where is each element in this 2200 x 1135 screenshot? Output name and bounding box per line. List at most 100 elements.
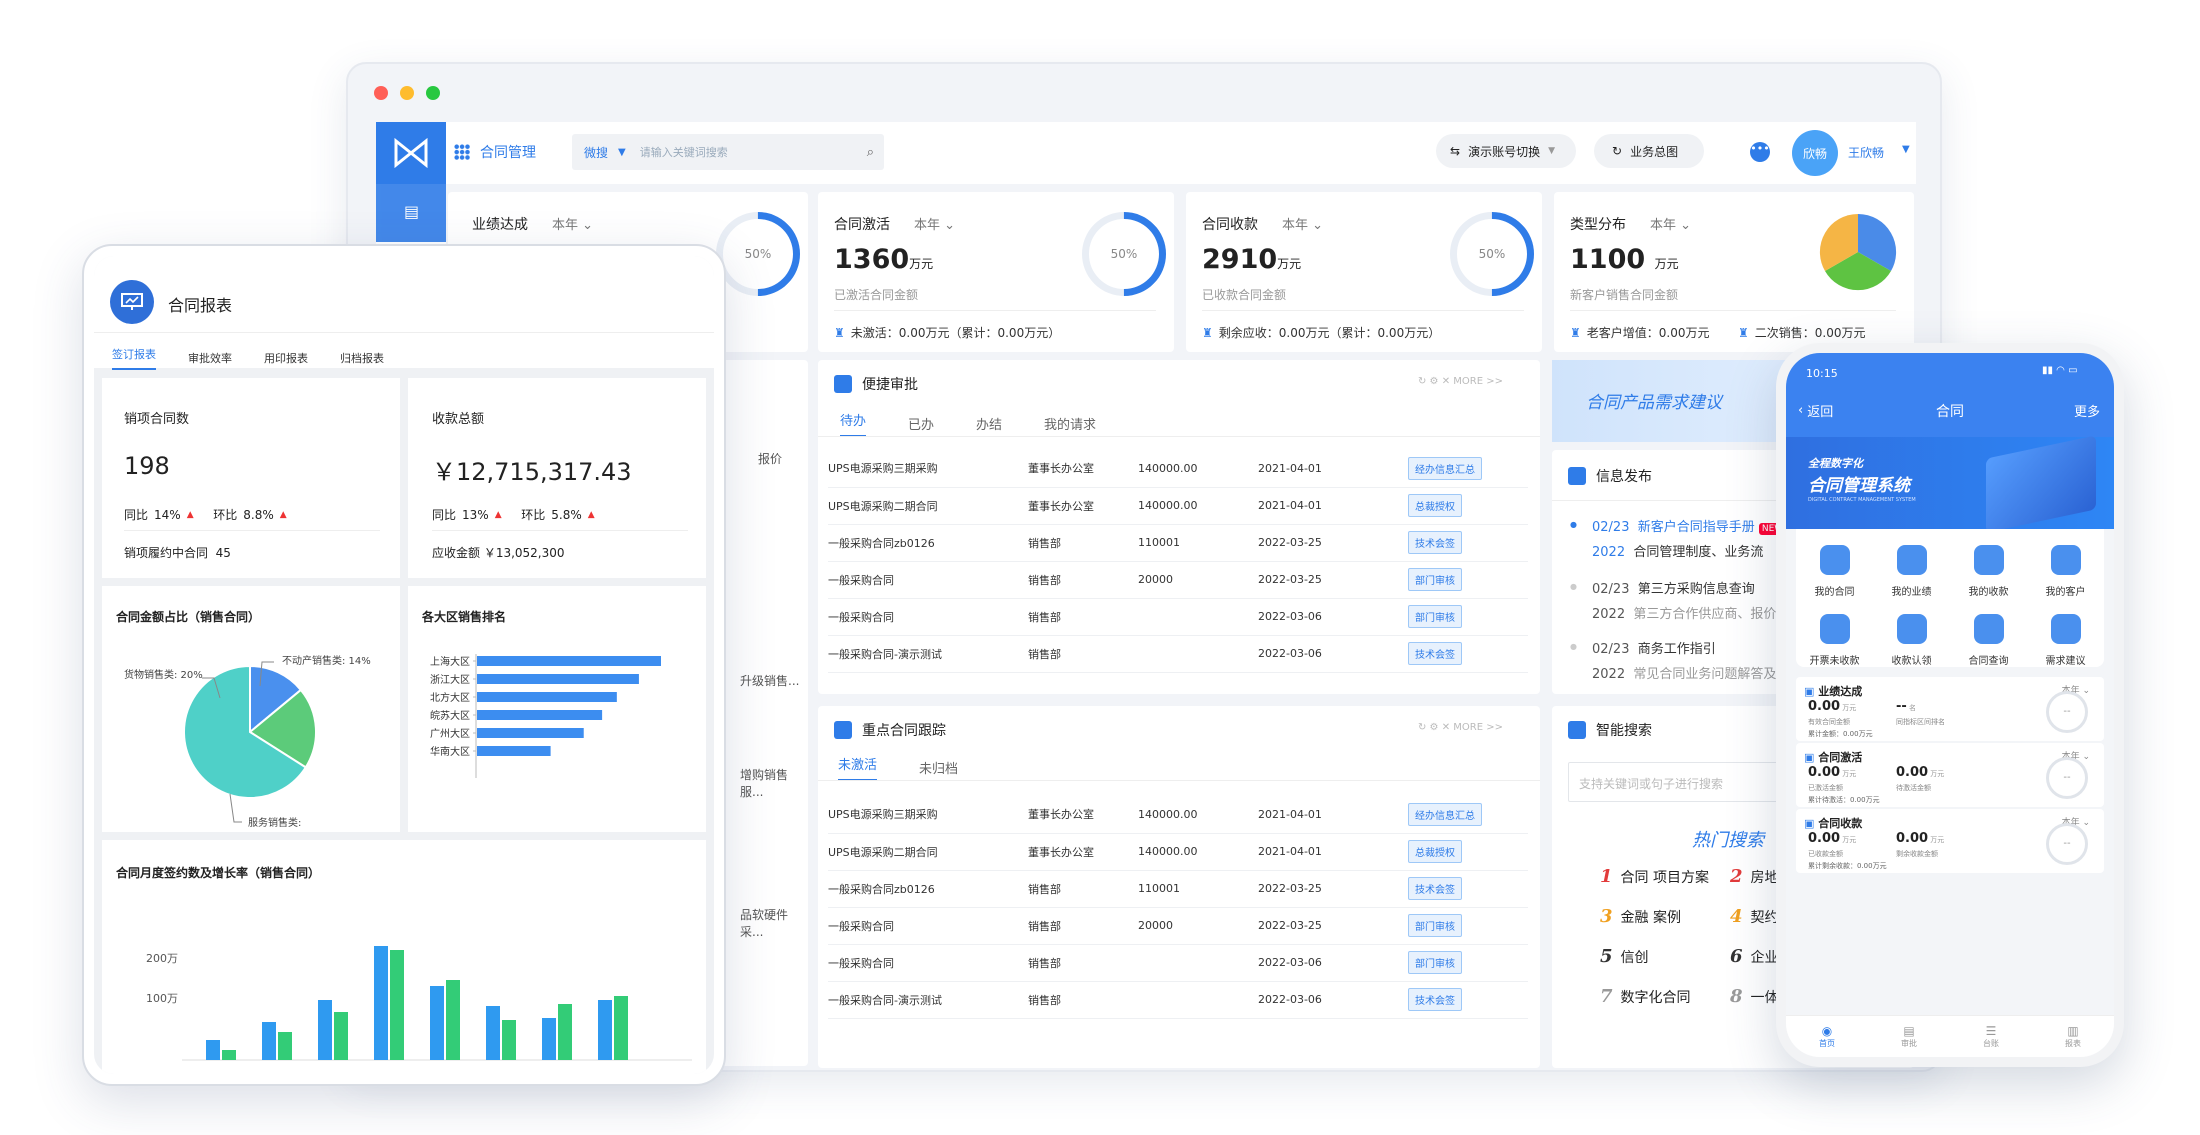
- tab-efficiency[interactable]: 审批效率: [188, 352, 232, 365]
- shortcut-item[interactable]: 开票未收款: [1796, 614, 1873, 667]
- period-select[interactable]: 本年 ⌄: [1650, 218, 1692, 233]
- kpi-subtitle: 已收款合同金额: [1202, 288, 1287, 302]
- close-dot[interactable]: [374, 86, 388, 100]
- tick-label: 100万: [146, 992, 178, 1005]
- status-tag[interactable]: 部门审核: [1408, 605, 1462, 628]
- table-row[interactable]: 一般采购合同-演示测试 销售部 2022-03-06 技术会签: [828, 635, 1528, 673]
- hot-search-item[interactable]: 3 金融 案例: [1600, 906, 1681, 927]
- list-item: 品软硬件采...: [740, 908, 789, 939]
- nav-item[interactable]: ▤ 审批: [1901, 1024, 1917, 1048]
- search-bar[interactable]: 微搜 ▼ 请输入关键词搜索 ⌕: [572, 134, 884, 170]
- tablet-screen: 合同报表 签订报表 审批效率 用印报表 归档报表 销项合同数 198 同比 14%…: [94, 256, 714, 1074]
- hot-search-item[interactable]: 7 数字化合同: [1600, 986, 1691, 1007]
- table-cell: 经办信息汇总: [1408, 796, 1528, 834]
- news-item[interactable]: ● 02/23 商务工作指引 2022 常见合同业务问题解答及: [1570, 642, 1777, 682]
- table-cell: 董事长办公室: [1028, 833, 1138, 871]
- status-tag[interactable]: 技术会签: [1408, 642, 1462, 665]
- status-tag[interactable]: 总裁授权: [1408, 840, 1462, 863]
- avatar[interactable]: 欣畅: [1792, 130, 1838, 176]
- search-input[interactable]: 请输入关键词搜索: [639, 146, 728, 159]
- nav-item[interactable]: ◉ 首页: [1819, 1024, 1835, 1048]
- status-tag[interactable]: 经办信息汇总: [1408, 802, 1482, 826]
- status-tag[interactable]: 技术会签: [1408, 988, 1462, 1011]
- hot-search-item[interactable]: 6 企业: [1730, 946, 1779, 967]
- period-select[interactable]: 本年 ⌄: [2061, 818, 2090, 828]
- shortcut-item[interactable]: 收款认领: [1873, 614, 1950, 667]
- tab-archive[interactable]: 归档报表: [340, 352, 384, 365]
- app-menu[interactable]: 合同管理: [454, 142, 536, 162]
- nav-icon: ◉: [1821, 1024, 1833, 1038]
- status-tag[interactable]: 总裁授权: [1408, 494, 1462, 517]
- table-row[interactable]: UPS电源采购三期采购 董事长办公室 140000.00 2021-04-01 经办信息…: [828, 796, 1528, 834]
- pie-label: 服务销售类:: [248, 816, 301, 829]
- hot-search-item[interactable]: 1 合同 项目方案: [1600, 866, 1709, 887]
- user-name[interactable]: 王欣畅: [1848, 146, 1885, 160]
- search-scope[interactable]: 微搜: [584, 145, 609, 160]
- search-icon[interactable]: ⌕: [866, 144, 874, 160]
- hot-search-item[interactable]: 2 房地: [1730, 866, 1779, 887]
- tab-not-activated[interactable]: 未激活: [838, 754, 878, 781]
- more-icon[interactable]: •••: [1750, 142, 1770, 162]
- status-tag[interactable]: 部门审核: [1408, 568, 1462, 591]
- status-tag[interactable]: 技术会签: [1408, 531, 1462, 554]
- period-select[interactable]: 本年 ⌄: [552, 218, 594, 233]
- table-row[interactable]: 一般采购合同zb0126 销售部 110001 2022-03-25 技术会签: [828, 524, 1528, 562]
- back-button[interactable]: ‹ 返回: [1798, 403, 1834, 420]
- bar: [486, 1006, 500, 1060]
- status-tag[interactable]: 部门审核: [1408, 951, 1462, 974]
- table-cell: 董事长办公室: [1028, 487, 1138, 525]
- table-row[interactable]: 一般采购合同 销售部 20000 2022-03-25 部门审核: [828, 907, 1528, 945]
- table-row[interactable]: UPS电源采购三期采购 董事长办公室 140000.00 2021-04-01 经办信息…: [828, 450, 1528, 488]
- status-tag[interactable]: 部门审核: [1408, 914, 1462, 937]
- status-tag[interactable]: 技术会签: [1408, 877, 1462, 900]
- hot-search-item[interactable]: 8 一体: [1730, 986, 1779, 1007]
- card-footer: 销项履约中合同 45: [124, 546, 231, 560]
- tab-my-requests[interactable]: 我的请求: [1044, 418, 1097, 433]
- period-select[interactable]: 本年 ⌄: [2061, 686, 2090, 696]
- table-row[interactable]: UPS电源采购二期合同 董事长办公室 140000.00 2021-04-01 总裁授权: [828, 487, 1528, 525]
- table-row[interactable]: 一般采购合同 销售部 2022-03-06 部门审核: [828, 944, 1528, 982]
- shortcut-item[interactable]: 合同查询: [1950, 614, 2027, 667]
- table-row[interactable]: 一般采购合同-演示测试 销售部 2022-03-06 技术会签: [828, 981, 1528, 1019]
- shortcut-item[interactable]: 我的业绩: [1873, 545, 1950, 598]
- nav-item[interactable]: ▥ 报表: [2065, 1024, 2081, 1048]
- maximize-dot[interactable]: [426, 86, 440, 100]
- news-item[interactable]: ● 02/23 第三方采购信息查询 2022 第三方合作供应商、报价: [1570, 582, 1777, 622]
- shortcut-item[interactable]: 我的客户: [2027, 545, 2104, 598]
- table-cell: UPS电源采购三期采购: [828, 450, 1028, 488]
- table-row[interactable]: 一般采购合同 销售部 20000 2022-03-25 部门审核: [828, 561, 1528, 599]
- table-cell: 2021-04-01: [1258, 833, 1408, 871]
- shortcut-item[interactable]: 我的收款: [1950, 545, 2027, 598]
- shortcut-icon: [1819, 545, 1850, 575]
- shortcut-item[interactable]: 需求建议: [2027, 614, 2104, 667]
- tab-seal[interactable]: 用印报表: [264, 352, 308, 365]
- tab-closed[interactable]: 办结: [976, 418, 1003, 433]
- hot-search-item[interactable]: 4 契约: [1730, 906, 1779, 927]
- more-button[interactable]: 更多: [2074, 405, 2101, 420]
- overview-button[interactable]: ↻ 业务总图: [1594, 134, 1704, 168]
- tab-not-archived[interactable]: 未归档: [919, 762, 959, 777]
- table-row[interactable]: 一般采购合同zb0126 销售部 110001 2022-03-25 技术会签: [828, 870, 1528, 908]
- card-tools[interactable]: ↻ ⚙ ✕ MORE >>: [1418, 722, 1503, 733]
- shortcut-item[interactable]: 我的合同: [1796, 545, 1873, 598]
- news-item[interactable]: ● 02/23 新客户合同指导手册 NEW 2022 合同管理制度、业务流: [1570, 516, 1902, 560]
- tab-signing[interactable]: 签订报表: [112, 346, 156, 370]
- tab-todo[interactable]: 待办: [840, 410, 867, 437]
- rail-item-active[interactable]: ▤: [376, 184, 446, 242]
- status-tag[interactable]: 经办信息汇总: [1408, 456, 1482, 480]
- period-select[interactable]: 本年 ⌄: [1282, 218, 1324, 233]
- kpi-title: 合同收款: [1202, 217, 1258, 233]
- period-select[interactable]: 本年 ⌄: [2061, 752, 2090, 762]
- table-row[interactable]: 一般采购合同 销售部 2022-03-06 部门审核: [828, 598, 1528, 636]
- phone-kpi-section: ▣ 业绩达成 本年 ⌄ 0.00 万元 有效合同金额 累计金额：0.00万元 -…: [1796, 677, 2104, 741]
- switch-account-button[interactable]: ⇆ 演示账号切换 ▼: [1436, 134, 1576, 168]
- table-row[interactable]: UPS电源采购二期合同 董事长办公室 140000.00 2021-04-01 总裁授权: [828, 833, 1528, 871]
- nav-item[interactable]: ☰ 台账: [1983, 1024, 1999, 1048]
- hot-search-item[interactable]: 5 信创: [1600, 946, 1649, 967]
- minimize-dot[interactable]: [400, 86, 414, 100]
- period-select[interactable]: 本年 ⌄: [914, 218, 956, 233]
- card-tools[interactable]: ↻ ⚙ ✕ MORE >>: [1418, 376, 1503, 387]
- bar: [318, 1000, 332, 1060]
- tab-done[interactable]: 已办: [908, 418, 935, 433]
- apps-icon: [1568, 467, 1586, 485]
